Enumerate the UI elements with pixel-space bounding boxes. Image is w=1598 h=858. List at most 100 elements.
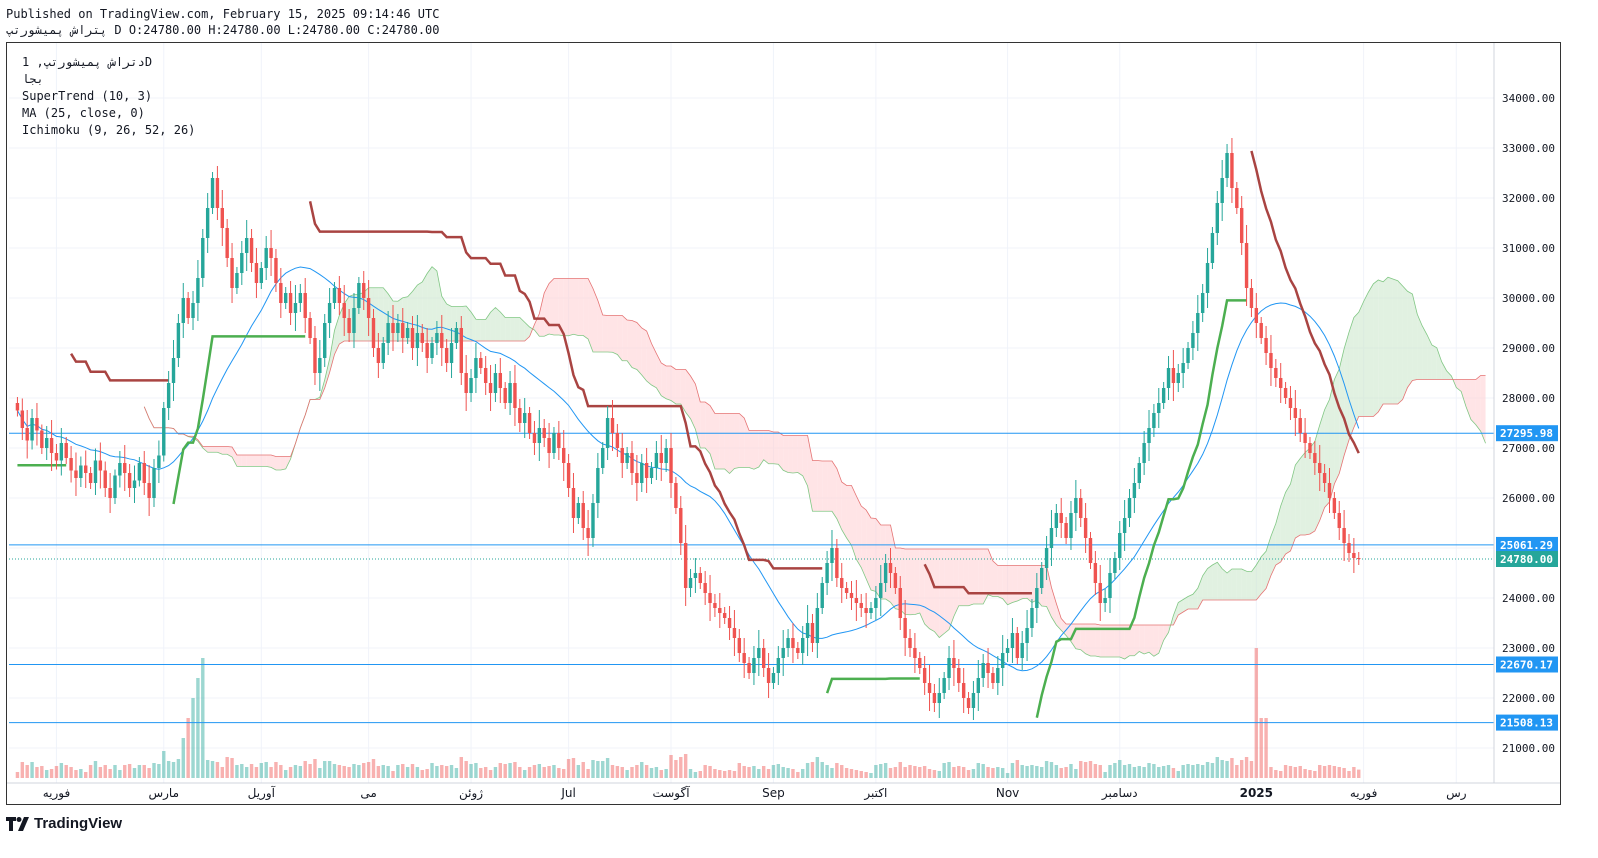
cloud-segment-bullish — [1275, 506, 1281, 565]
legend-symbol: دتراش پمیشورتپ, 1D — [22, 55, 153, 69]
candle — [635, 455, 639, 501]
candle-body — [1015, 633, 1020, 658]
cloud-segment-bullish — [427, 266, 433, 341]
volume-bar — [1235, 765, 1239, 778]
candle — [669, 433, 673, 498]
candle — [137, 457, 142, 487]
candle-body — [103, 470, 107, 488]
volume-bar — [35, 767, 39, 778]
cloud-segment-bearish — [666, 366, 672, 401]
candle-body — [474, 358, 478, 378]
volume-bar — [381, 765, 385, 778]
candle — [1161, 382, 1166, 409]
candle-body — [49, 438, 54, 453]
volume-bar — [1005, 773, 1010, 778]
cloud-segment-bullish — [1290, 465, 1296, 551]
candles — [15, 138, 1361, 720]
candle-body — [108, 488, 112, 498]
candle-body — [498, 373, 503, 388]
candle — [362, 271, 366, 310]
candle-body — [620, 448, 624, 463]
volume-bar — [1303, 769, 1307, 778]
candle-body — [1005, 648, 1010, 653]
candle — [1230, 138, 1234, 203]
x-tick-label: Nov — [996, 786, 1019, 800]
y-tick-label: 29000.00 — [1502, 342, 1555, 355]
y-tick-label: 24000.00 — [1502, 592, 1555, 605]
price-chart[interactable]: 21000.0022000.0023000.0024000.0025000.00… — [7, 43, 1560, 804]
candle — [1040, 562, 1044, 594]
candle — [1283, 382, 1288, 404]
volume-bar — [640, 762, 644, 778]
candle — [898, 576, 902, 630]
cloud-segment-bearish — [1100, 625, 1106, 657]
y-tick-label: 30000.00 — [1502, 292, 1555, 305]
cloud-segment-bearish — [910, 549, 915, 615]
candle-body — [274, 258, 278, 283]
candle — [727, 606, 732, 640]
candle — [240, 241, 244, 285]
volume-bar — [362, 763, 366, 778]
cloud-segment-bullish — [514, 317, 520, 341]
cloud-segment-bearish — [914, 549, 920, 615]
candle-body — [771, 673, 776, 683]
volume-bar — [1308, 770, 1312, 778]
candle — [1088, 532, 1093, 569]
volume-bar — [562, 769, 566, 778]
legend-ma[interactable]: MA (25, close, 0) — [22, 106, 145, 120]
cloud-segment-bullish — [475, 319, 481, 341]
candle-body — [713, 603, 717, 608]
candle-body — [571, 488, 576, 518]
candle — [1035, 573, 1039, 623]
volume-bar — [440, 765, 444, 778]
candle-body — [225, 228, 229, 258]
volume-bar — [205, 760, 210, 778]
volume-bar — [1244, 757, 1249, 778]
published-header: Published on TradingView.com, February 1… — [6, 7, 440, 21]
cloud-segment-bearish — [212, 446, 218, 453]
cloud-segment-bearish — [822, 461, 828, 512]
legend-supertrend[interactable]: SuperTrend (10, 3) — [22, 89, 153, 103]
volume-bar — [1127, 764, 1132, 778]
cloud-segment-bullish — [480, 319, 486, 341]
candle — [874, 586, 878, 620]
hline-price-label: 21508.13 — [1500, 717, 1553, 730]
legend-ichimoku[interactable]: Ichimoku (9, 26, 52, 26) — [22, 123, 196, 137]
candle — [957, 659, 961, 692]
volume-bar — [181, 738, 185, 778]
volume-bar — [1083, 762, 1088, 778]
volume-bar — [415, 767, 420, 778]
volume-bar — [644, 765, 649, 778]
candle — [640, 454, 644, 492]
candle — [215, 166, 220, 220]
y-tick-label: 28000.00 — [1502, 392, 1555, 405]
candle-body — [1259, 323, 1263, 338]
candle — [859, 594, 863, 617]
candle — [1093, 551, 1098, 595]
chart-frame[interactable]: 21000.0022000.0023000.0024000.0025000.00… — [6, 42, 1561, 805]
volume-bar — [327, 761, 332, 778]
cloud-segment-bullish — [485, 312, 491, 341]
candle — [649, 462, 654, 484]
cloud-segment-bearish — [797, 435, 803, 476]
candle-body — [503, 388, 507, 403]
volume-bar — [913, 766, 917, 778]
candle — [98, 442, 103, 489]
x-tick-label: فوریه — [1350, 786, 1378, 801]
candle — [415, 315, 420, 366]
candle-body — [1010, 633, 1015, 648]
cloud-segment-bearish — [983, 549, 989, 604]
candle-body — [1064, 523, 1068, 538]
cloud-segment-bearish — [763, 430, 769, 464]
cloud-segment-bullish — [422, 273, 428, 341]
candle-body — [1298, 418, 1302, 433]
volume-bar — [196, 678, 200, 778]
candle — [1127, 489, 1132, 527]
candle — [1176, 364, 1180, 392]
volume-bar — [786, 768, 790, 778]
tradingview-logo[interactable]: TradingView — [6, 815, 122, 832]
cloud-segment-bearish — [812, 460, 818, 512]
candle — [961, 668, 966, 713]
cloud-segment-bearish — [929, 549, 935, 632]
candle — [303, 278, 307, 333]
